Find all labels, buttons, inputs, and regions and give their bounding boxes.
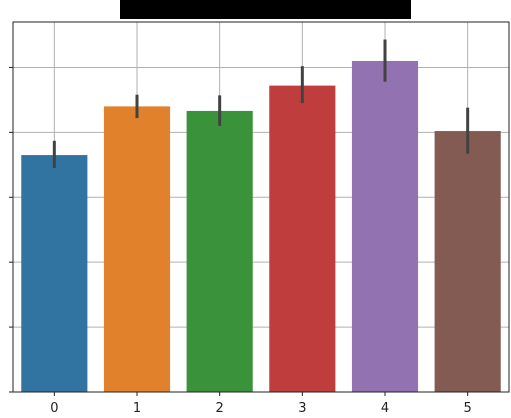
- chart-title-redaction: [120, 0, 411, 19]
- x-tick-label-3: 3: [298, 401, 306, 416]
- bars: [21, 60, 501, 393]
- axis-ticks: 0 1 2 3 4 5: [9, 66, 472, 416]
- bar-1: [103, 106, 171, 393]
- bar-2: [186, 110, 253, 393]
- error-bars: [52, 39, 470, 169]
- x-tick-label-1: 1: [133, 401, 141, 416]
- bar-4: [351, 60, 419, 393]
- x-tick-label-5: 5: [464, 401, 472, 416]
- bar-5: [434, 131, 501, 393]
- bar-0: [21, 155, 88, 392]
- x-tick-label-4: 4: [381, 401, 389, 416]
- x-tick-label-2: 2: [216, 401, 224, 416]
- x-tick-label-0: 0: [50, 401, 58, 416]
- plot-frame: [12, 21, 510, 393]
- bar-3: [269, 85, 336, 392]
